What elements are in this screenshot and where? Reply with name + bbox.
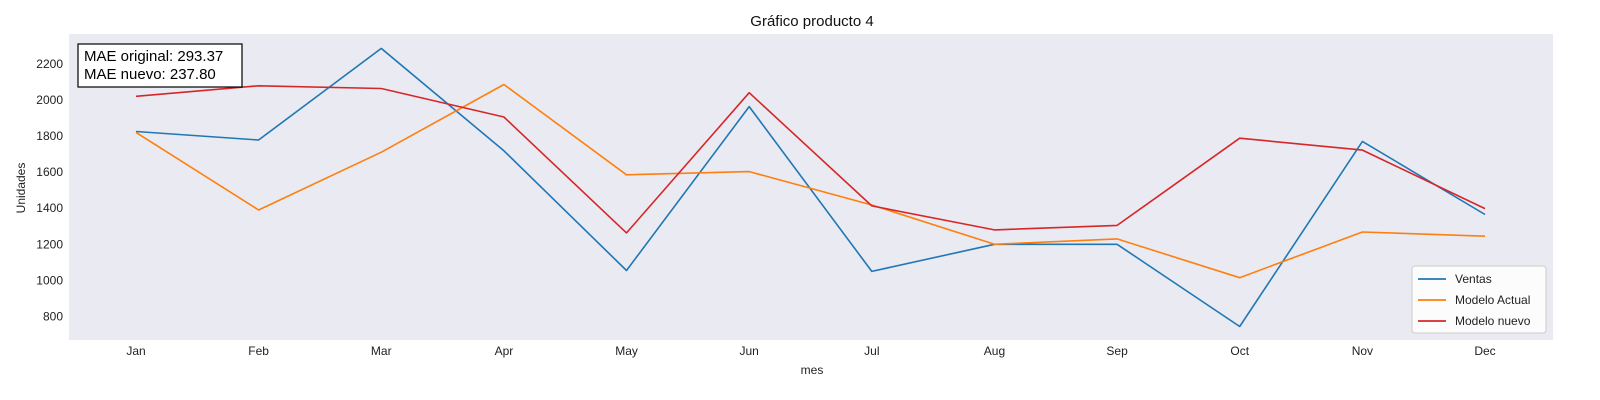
- legend-label: Modelo nuevo: [1455, 314, 1531, 328]
- x-tick-label: Oct: [1230, 344, 1249, 358]
- x-tick-label: Jan: [126, 344, 145, 358]
- x-axis-ticks: Jan Feb Mar Apr May Jun Jul Aug Sep Oct Nov Dec: [126, 344, 1495, 358]
- series-layer: [135, 47, 1486, 328]
- x-tick-label: Dec: [1474, 344, 1495, 358]
- y-tick-label: 2200: [36, 57, 63, 71]
- y-tick-label: 1200: [36, 237, 63, 251]
- x-tick-label: Apr: [495, 344, 514, 358]
- y-tick-label: 2000: [36, 93, 63, 107]
- y-tick-label: 1800: [36, 129, 63, 143]
- y-axis-ticks: 800 1000 1200 1400 1600 1800 2000 2200: [36, 57, 63, 324]
- x-axis-label: mes: [801, 363, 824, 377]
- mae-annotation-box: MAE original: 293.37 MAE nuevo: 237.80: [77, 43, 243, 88]
- y-axis-label: Unidades: [14, 163, 28, 214]
- x-tick-label: May: [615, 344, 638, 358]
- y-tick-label: 1000: [36, 273, 63, 287]
- annotation-line-2: MAE nuevo: 237.80: [84, 66, 216, 83]
- annotation-line-1: MAE original: 293.37: [84, 48, 223, 65]
- y-tick-label: 1400: [36, 201, 63, 215]
- x-tick-label: Sep: [1106, 344, 1128, 358]
- x-tick-label: Jul: [864, 344, 879, 358]
- y-tick-label: 800: [43, 310, 63, 324]
- series-line-3: [135, 85, 1486, 234]
- x-tick-label: Mar: [371, 344, 392, 358]
- chart-title: Gráfico producto 4: [750, 13, 873, 30]
- legend-frame: [1411, 265, 1547, 334]
- legend-label: Modelo Actual: [1455, 293, 1530, 307]
- series-line-2: [135, 83, 1486, 279]
- x-tick-label: Feb: [248, 344, 269, 358]
- plot-area: [69, 34, 1553, 340]
- y-tick-label: 1600: [36, 165, 63, 179]
- x-tick-label: Nov: [1352, 344, 1373, 358]
- legend: Ventas Modelo Actual Modelo nuevo: [1411, 265, 1547, 334]
- x-tick-label: Aug: [984, 344, 1005, 358]
- annotation-frame: [77, 43, 243, 88]
- legend-label: Ventas: [1455, 272, 1492, 286]
- x-tick-label: Jun: [740, 344, 759, 358]
